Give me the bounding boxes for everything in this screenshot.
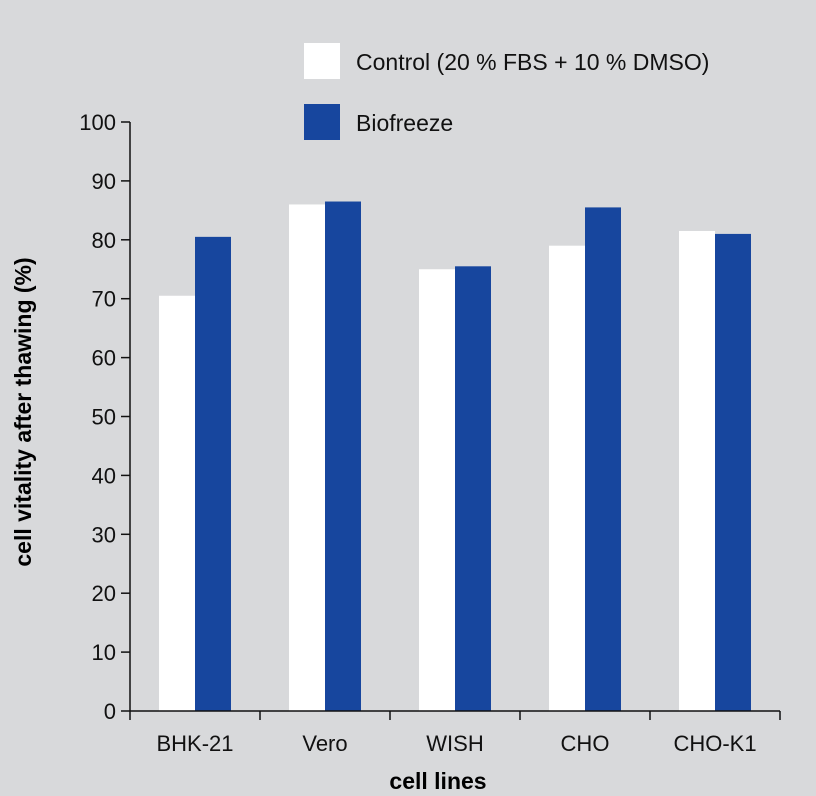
bar-cho-k1-control [679, 230, 715, 711]
y-tick-label-80: 80 [92, 228, 116, 253]
bar-wish-control [419, 269, 455, 711]
y-tick-label-90: 90 [92, 169, 116, 194]
y-tick-label-20: 20 [92, 581, 116, 606]
bars [159, 201, 751, 712]
legend: Control (20 % FBS + 10 % DMSO) Biofreeze [304, 43, 709, 140]
y-tick-label-100: 100 [79, 110, 116, 135]
y-tick-label-50: 50 [92, 405, 116, 430]
x-tick-label-vero: Vero [302, 731, 347, 756]
bar-vero-control [289, 204, 325, 711]
legend-swatch-biofreeze [304, 104, 340, 140]
bar-cho-biofreeze [585, 207, 621, 711]
bar-bhk-21-biofreeze [195, 236, 231, 712]
bar-wish-biofreeze [455, 266, 491, 711]
x-tick-label-cho: CHO [561, 731, 610, 756]
y-tick-label-10: 10 [92, 640, 116, 665]
legend-swatch-control [304, 43, 340, 79]
x-tick-label-cho-k1: CHO-K1 [673, 731, 756, 756]
y-tick-label-30: 30 [92, 522, 116, 547]
y-tick-label-70: 70 [92, 287, 116, 312]
y-axis-title: cell vitality after thawing (%) [10, 257, 36, 566]
x-tick-label-wish: WISH [426, 731, 483, 756]
bar-bhk-21-control [159, 295, 195, 711]
bar-cho-control [549, 245, 585, 711]
x-tick-label-bhk-21: BHK-21 [156, 731, 233, 756]
x-axis-title: cell lines [389, 768, 486, 794]
bar-vero-biofreeze [325, 201, 361, 711]
legend-label-biofreeze: Biofreeze [356, 110, 453, 136]
axes: 0 10 20 30 40 50 60 70 80 90 100 BHK-21 Vero WISH CHO C… [79, 110, 781, 756]
bar-cho-k1-biofreeze [715, 233, 751, 711]
y-tick-label-60: 60 [92, 346, 116, 371]
y-tick-label-40: 40 [92, 463, 116, 488]
y-tick-label-0: 0 [104, 699, 116, 724]
legend-label-control: Control (20 % FBS + 10 % DMSO) [356, 49, 709, 75]
